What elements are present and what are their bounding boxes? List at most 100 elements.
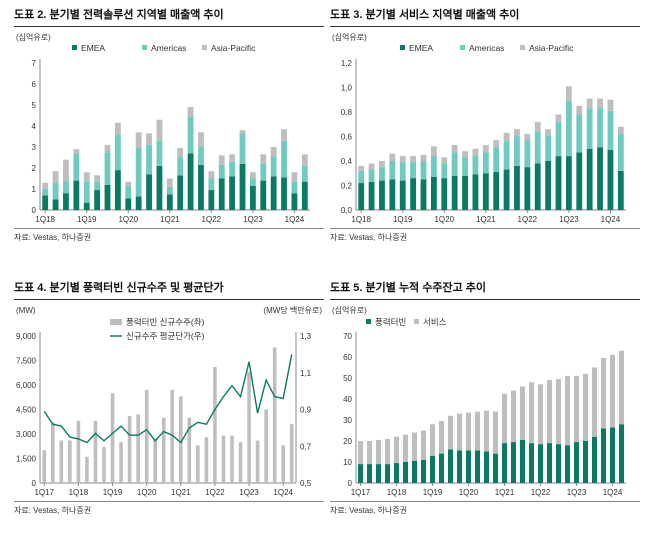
bar — [411, 460, 418, 483]
bar — [402, 462, 409, 483]
bar — [438, 453, 445, 483]
chart-panel-4: 도표 4. 분기별 풍력터빈 신규수주 및 평균단가 (MW) (MW당 백만유로… — [14, 279, 324, 537]
bar — [483, 410, 490, 452]
bar — [135, 132, 142, 149]
y-tick-label: 1,500 — [16, 455, 37, 464]
bar — [456, 413, 463, 451]
bar — [534, 131, 541, 164]
bar — [366, 441, 373, 465]
bar — [420, 154, 427, 162]
bar — [156, 165, 163, 210]
legend-swatch — [400, 45, 405, 50]
bar — [239, 133, 246, 164]
x-tick-label: 1Q21 — [160, 215, 180, 224]
bar — [68, 440, 72, 483]
bar — [451, 145, 458, 153]
bar — [410, 162, 417, 179]
y-axis-label: (십억유로) — [332, 32, 367, 42]
x-tick-label: 1Q23 — [239, 488, 259, 497]
bar — [600, 358, 607, 429]
bar — [52, 199, 59, 210]
bar — [618, 350, 625, 425]
bar — [93, 420, 98, 483]
bar — [289, 424, 294, 483]
chart-panel-3: 도표 3. 분기별 서비스 지역별 매출액 추이 (십억유로) 0,0 0,2 0,4… — [330, 6, 640, 264]
bar — [609, 354, 616, 428]
bar — [281, 177, 287, 210]
chart-panel-2: 도표 2. 분기별 전력솔루션 지역별 매출액 추이 (십억유로) 0 1 2 3 4 5 6… — [14, 6, 324, 264]
bar — [161, 417, 166, 483]
bar — [462, 151, 468, 158]
bar — [462, 175, 468, 210]
bar — [420, 459, 427, 483]
bar — [411, 432, 418, 461]
bar — [52, 171, 59, 183]
bar — [607, 110, 614, 150]
bar — [85, 456, 89, 483]
bar — [136, 414, 140, 483]
bar — [492, 411, 499, 454]
bar — [270, 147, 277, 157]
x-tick-label: 1Q20 — [118, 215, 138, 224]
bar — [73, 180, 80, 210]
bar — [104, 152, 111, 185]
title-rule — [330, 299, 640, 300]
y-tick-label: 0,0 — [341, 206, 353, 215]
bar — [260, 163, 267, 181]
bar — [482, 152, 489, 174]
bar — [247, 371, 251, 483]
bar — [503, 141, 510, 170]
y-tick-label: 3,000 — [16, 430, 37, 439]
bar — [564, 445, 571, 483]
bar — [524, 167, 531, 211]
bar — [597, 98, 603, 109]
bar — [410, 156, 417, 163]
bar — [465, 412, 472, 451]
legend-label: 풍력터빈 — [375, 317, 406, 327]
y-tick-label: 9,000 — [16, 332, 37, 341]
bar — [524, 140, 531, 168]
bar — [565, 156, 572, 210]
bar — [510, 442, 517, 483]
chart-title: 도표 4. 분기별 풍력터빈 신규수주 및 평균단가 — [14, 282, 224, 294]
bar — [537, 384, 544, 445]
bar — [429, 424, 436, 456]
bar — [472, 148, 479, 157]
bar — [492, 453, 499, 483]
bar — [379, 167, 385, 181]
bar — [607, 99, 614, 111]
bar — [438, 421, 445, 454]
bar — [218, 178, 225, 210]
x-tick-label: 1Q19 — [77, 215, 97, 224]
bar — [198, 164, 204, 210]
bar — [291, 181, 298, 194]
bar — [555, 156, 562, 210]
bar — [170, 389, 175, 483]
bar — [510, 390, 517, 443]
bar — [483, 451, 490, 483]
title-rule — [330, 26, 640, 27]
bar — [447, 415, 454, 450]
bar — [430, 146, 437, 157]
bar — [482, 173, 489, 210]
legend-swatch — [142, 45, 147, 50]
bar — [114, 122, 121, 135]
bar — [534, 163, 541, 210]
bar — [524, 134, 531, 141]
bar — [389, 179, 396, 211]
legend-label: Asia-Pacific — [211, 43, 256, 53]
bar — [573, 375, 580, 443]
bar — [375, 439, 382, 465]
y-tick-label: 0 — [348, 479, 353, 488]
bar — [63, 180, 69, 194]
bar — [493, 140, 500, 148]
bar — [501, 443, 508, 483]
bar — [153, 438, 157, 483]
bar — [94, 190, 101, 210]
legend-label: 신규수주 평균단가(우) — [126, 331, 205, 341]
x-tick-label: 1Q23 — [243, 215, 263, 224]
x-tick-label: 1Q21 — [495, 488, 515, 497]
bar — [218, 164, 225, 179]
bar — [156, 119, 163, 141]
bar — [59, 440, 64, 483]
